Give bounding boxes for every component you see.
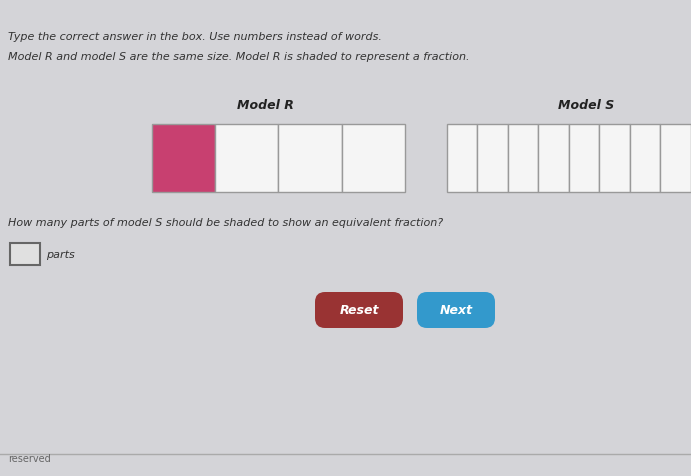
Text: Next: Next [439,304,473,317]
Bar [216,125,278,193]
Bar [477,125,508,193]
Text: Type the correct answer in the box. Use numbers instead of words.: Type the correct answer in the box. Use … [8,32,382,42]
Bar [508,125,538,193]
Text: How many parts of model S should be shaded to show an equivalent fraction?: How many parts of model S should be shad… [8,218,443,228]
Text: Reset: Reset [339,304,379,317]
Text: reserved: reserved [8,453,50,463]
Text: Model S: Model S [558,99,614,112]
Bar [600,125,630,193]
Text: parts: parts [46,249,75,259]
Bar [630,125,661,193]
Text: Model R and model S are the same size. Model R is shaded to represent a fraction: Model R and model S are the same size. M… [8,52,469,62]
Bar [278,125,342,193]
FancyBboxPatch shape [417,292,495,328]
Bar [152,125,216,193]
FancyBboxPatch shape [315,292,403,328]
Bar [342,125,405,193]
Bar [10,244,40,266]
Text: Model R: Model R [236,99,294,112]
Bar [569,125,600,193]
Bar [447,125,477,193]
Bar [661,125,691,193]
Bar [538,125,569,193]
